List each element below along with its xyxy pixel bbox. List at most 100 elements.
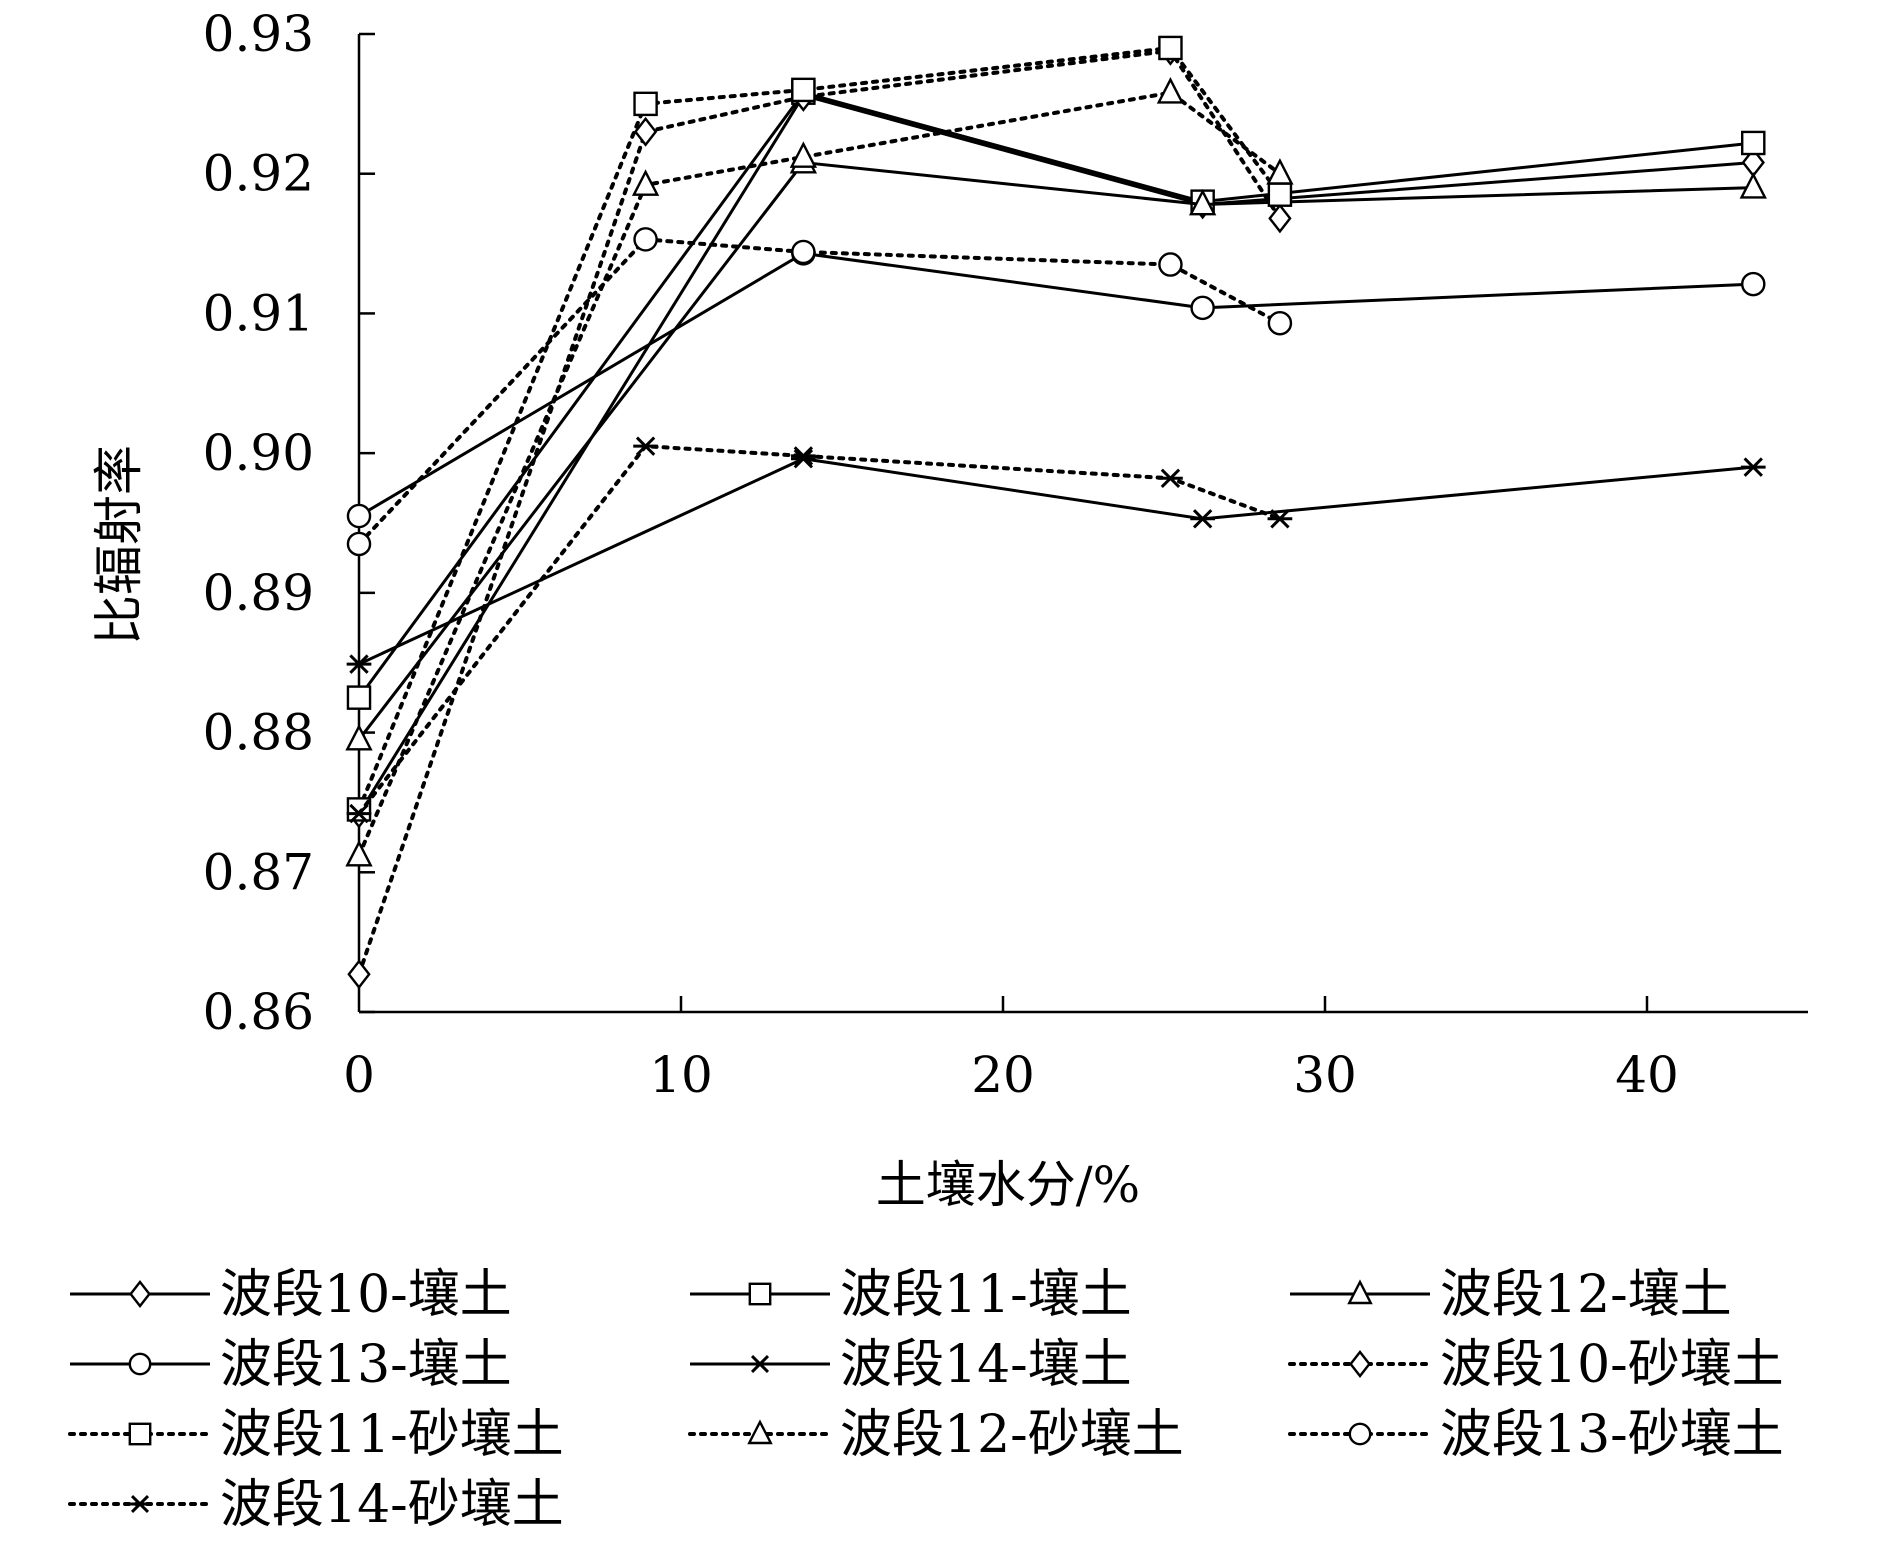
data-point: [346, 654, 372, 674]
legend-label: 波段10-砂壤土: [1440, 1335, 1784, 1395]
legend-item: 波段14-壤土: [690, 1335, 1132, 1395]
y-tick-label: 0.92: [203, 145, 314, 203]
x-axis-title: 土壤水分/%: [876, 1156, 1140, 1214]
legend-marker: [128, 1352, 152, 1376]
data-point: [1267, 310, 1293, 336]
series-line: [357, 45, 1282, 812]
data-point: [633, 227, 658, 252]
legend-item: 波段12-壤土: [1290, 1265, 1732, 1325]
data-point: [1266, 158, 1294, 185]
data-point: [345, 839, 373, 867]
y-tick-label: 0.90: [203, 424, 314, 482]
data-point: [1190, 295, 1215, 321]
series-line: [357, 48, 1282, 977]
legend-label: 波段10-壤土: [220, 1265, 512, 1325]
x-tick-label: 30: [1293, 1046, 1357, 1104]
data-point: [633, 436, 658, 456]
data-point: [633, 116, 658, 147]
y-tick-label: 0.89: [203, 564, 314, 622]
series-2: [346, 80, 1766, 710]
data-point: [1188, 188, 1217, 216]
data-point: [633, 91, 658, 117]
legend-marker: [128, 1422, 152, 1446]
data-point: [1190, 509, 1215, 529]
data-point: [347, 959, 371, 990]
legend-marker: [747, 1419, 773, 1445]
series-line: [357, 444, 1282, 816]
data-point: [789, 141, 818, 168]
y-tick-label: 0.87: [203, 843, 314, 901]
legend-label: 波段11-砂壤土: [220, 1405, 564, 1465]
x-tick-label: 10: [649, 1046, 713, 1104]
data-point: [346, 803, 372, 824]
legend-item: 波段14-砂壤土: [68, 1475, 564, 1535]
data-point: [631, 169, 660, 196]
series-layer: [345, 35, 1767, 990]
y-tick-label: 0.91: [203, 284, 314, 342]
data-point: [791, 446, 816, 466]
y-tick-label: 0.93: [203, 5, 314, 63]
series-8: [345, 77, 1294, 867]
series-line: [357, 90, 1754, 699]
legend-marker: [748, 1354, 772, 1374]
x-tick-label: 0: [343, 1046, 375, 1104]
legend-label: 波段12-砂壤土: [840, 1405, 1184, 1465]
legend-item: 波段12-砂壤土: [688, 1405, 1184, 1465]
series-line: [357, 160, 1754, 741]
legend-label: 波段12-壤土: [1440, 1265, 1732, 1325]
y-tick-label: 0.86: [203, 983, 314, 1041]
legend-label: 波段14-砂壤土: [220, 1475, 564, 1535]
series-10: [346, 436, 1293, 824]
data-point: [1158, 252, 1183, 277]
data-point: [346, 531, 372, 557]
data-point: [1740, 457, 1766, 477]
data-point: [346, 503, 372, 529]
data-point: [1741, 130, 1766, 156]
data-point: [1158, 35, 1183, 61]
data-point: [1739, 172, 1767, 199]
series-9: [346, 227, 1293, 557]
data-point: [1267, 509, 1293, 529]
data-point: [1268, 203, 1292, 234]
legend-item: 波段13-砂壤土: [1288, 1405, 1784, 1465]
data-point: [791, 77, 816, 103]
data-point: [791, 449, 816, 469]
legend-item: 波段13-壤土: [70, 1335, 512, 1395]
legend-label: 波段11-壤土: [840, 1265, 1132, 1325]
series-line: [358, 251, 1754, 518]
labels-layer: 土壤水分/% 比辐射率: [90, 445, 1140, 1214]
legend-marker: [1349, 1350, 1371, 1378]
data-point: [1267, 182, 1293, 207]
data-point: [1158, 468, 1183, 488]
legend-item: 波段10-砂壤土: [1288, 1335, 1784, 1395]
legend-item: 波段10-壤土: [70, 1265, 512, 1325]
legend-label: 波段14-壤土: [840, 1335, 1132, 1395]
data-point: [346, 685, 372, 710]
series-6: [347, 35, 1292, 990]
legend-marker: [129, 1280, 151, 1308]
legend-marker: [748, 1282, 772, 1306]
y-axis-title: 比辐射率: [90, 445, 148, 645]
legend-label: 波段13-壤土: [220, 1335, 512, 1395]
x-tick-label: 40: [1615, 1046, 1679, 1104]
series-line: [358, 457, 1754, 666]
data-point: [1156, 77, 1185, 104]
legend-item: 波段11-砂壤土: [68, 1405, 564, 1465]
x-tick-label: 20: [971, 1046, 1035, 1104]
series-line: [357, 237, 1282, 546]
series-4: [346, 241, 1766, 529]
axes-layer: 0.86 0.87 0.88 0.89 0.90 0.91 0.92 0.93 0 10 20 30 4…: [203, 5, 1808, 1104]
data-point: [791, 239, 816, 265]
y-tick-label: 0.88: [203, 704, 314, 762]
series-3: [345, 146, 1767, 751]
series-line: [357, 93, 1754, 815]
legend-marker: [1348, 1422, 1372, 1446]
data-point: [345, 723, 373, 751]
series-5: [346, 449, 1766, 674]
data-point: [1741, 271, 1766, 297]
legend-marker: [1347, 1279, 1373, 1305]
legend-item: 波段11-壤土: [690, 1265, 1132, 1325]
legend-marker: [128, 1494, 152, 1514]
